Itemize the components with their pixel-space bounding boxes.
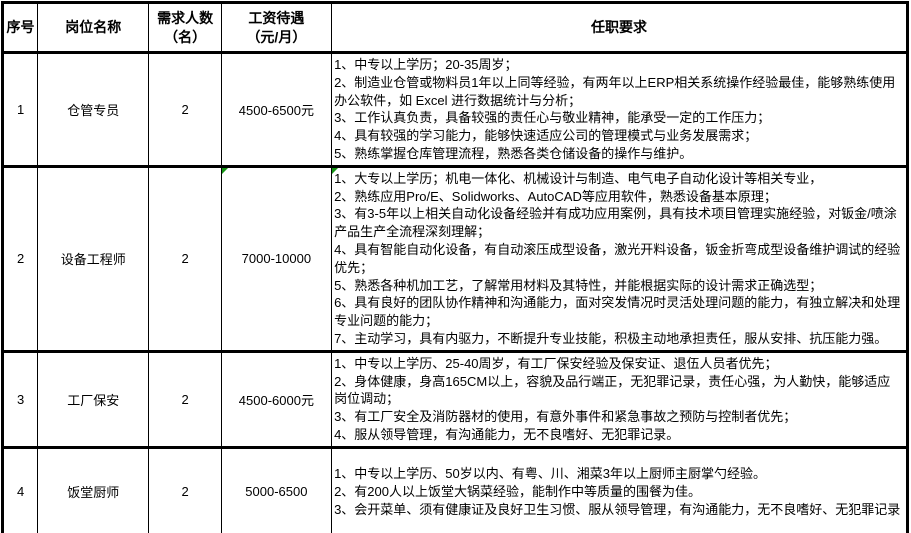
requirements-text: 1、中专以上学历、25-40周岁，有工厂保安经验及保安证、退伍人员者优先； 2、…: [334, 355, 891, 442]
cell-headcount[interactable]: 2: [148, 164, 222, 353]
salary-value: 4500-6000元: [238, 392, 314, 408]
cell-salary[interactable]: 4500-6000元: [220, 349, 333, 449]
cell-headcount[interactable]: 2: [148, 349, 222, 449]
position-name: 设备工程师: [60, 252, 126, 268]
headcount-value: 2: [181, 101, 189, 117]
row-number: 3: [16, 391, 25, 407]
cell-requirements[interactable]: 1、中专以上学历、50岁以内、有粤、川、湘菜3年以上厨师主厨掌勺经验。 2、有2…: [331, 445, 908, 533]
cell-requirements[interactable]: 1、中专以上学历；20-35周岁； 2、制造业仓管或物料员1年以上同等经验，有两…: [331, 51, 908, 168]
cell-no[interactable]: 3: [1, 349, 39, 449]
salary-value: 5000-6500: [245, 484, 308, 500]
cell-no[interactable]: 2: [1, 164, 39, 353]
header-label: 任职要求: [591, 19, 648, 35]
cell-requirements[interactable]: 1、中专以上学历、25-40周岁，有工厂保安经验及保安证、退伍人员者优先； 2、…: [331, 349, 908, 449]
cell-no[interactable]: 1: [1, 51, 39, 168]
row-number: 1: [16, 101, 25, 117]
headcount-value: 2: [181, 484, 189, 500]
row-number: 4: [16, 484, 25, 500]
header-label: 工资待遇 （元/月）: [246, 9, 307, 45]
cell-requirements[interactable]: 1、大专以上学历；机电一体化、机械设计与制造、电气电子自动化设计等相关专业， 2…: [331, 164, 908, 353]
table-row: 3 工厂保安 2 4500-6000元 1、中专以上学历、25-40周岁，有工厂…: [1, 349, 908, 449]
row-number: 2: [16, 251, 25, 267]
position-name: 饭堂厨师: [67, 485, 120, 501]
cell-headcount[interactable]: 2: [148, 51, 222, 168]
cell-position[interactable]: 饭堂厨师: [37, 445, 150, 533]
table-row: 4 饭堂厨师 2 5000-6500 1、中专以上学历、50岁以内、有粤、川、湘…: [1, 445, 908, 533]
header-row: 序号 岗位名称 需求人数 （名） 工资待遇 （元/月） 任职要求: [1, 1, 908, 54]
headcount-value: 2: [181, 391, 189, 407]
position-name: 工厂保安: [67, 392, 120, 408]
cell-headcount[interactable]: 2: [148, 445, 222, 533]
cell-position[interactable]: 工厂保安: [37, 349, 150, 449]
header-label: 需求人数 （名）: [157, 9, 214, 45]
header-cell-headcount[interactable]: 需求人数 （名）: [148, 1, 222, 54]
excel-error-indicator-icon: [332, 169, 339, 174]
headcount-value: 2: [181, 251, 189, 267]
requirements-text: 1、中专以上学历、50岁以内、有粤、川、湘菜3年以上厨师主厨掌勺经验。 2、有2…: [334, 466, 901, 517]
header-cell-no[interactable]: 序号: [1, 1, 39, 54]
salary-value: 7000-10000: [241, 251, 312, 267]
cell-salary[interactable]: 5000-6500: [220, 445, 333, 533]
header-label: 岗位名称: [65, 19, 122, 35]
table-row: 1 仓管专员 2 4500-6500元 1、中专以上学历；20-35周岁； 2、…: [1, 51, 908, 168]
cell-position[interactable]: 设备工程师: [37, 164, 150, 353]
cell-no[interactable]: 4: [1, 445, 39, 533]
header-cell-salary[interactable]: 工资待遇 （元/月）: [220, 1, 333, 54]
excel-error-indicator-icon: [222, 169, 228, 174]
position-name: 仓管专员: [67, 102, 120, 118]
cell-salary[interactable]: 7000-10000: [220, 164, 333, 353]
requirements-text: 1、大专以上学历；机电一体化、机械设计与制造、电气电子自动化设计等相关专业， 2…: [334, 170, 901, 346]
header-label: 序号: [6, 19, 35, 35]
cell-salary[interactable]: 4500-6500元: [220, 51, 333, 168]
header-cell-requirements[interactable]: 任职要求: [331, 1, 908, 54]
requirements-text: 1、中专以上学历；20-35周岁； 2、制造业仓管或物料员1年以上同等经验，有两…: [334, 57, 896, 161]
table-row: 2 设备工程师 2 7000-10000 1、大专以上学历；机电一体化、机械设计…: [1, 164, 908, 353]
cell-position[interactable]: 仓管专员: [37, 51, 150, 168]
header-cell-position[interactable]: 岗位名称: [37, 1, 150, 54]
salary-value: 4500-6500元: [238, 102, 314, 118]
